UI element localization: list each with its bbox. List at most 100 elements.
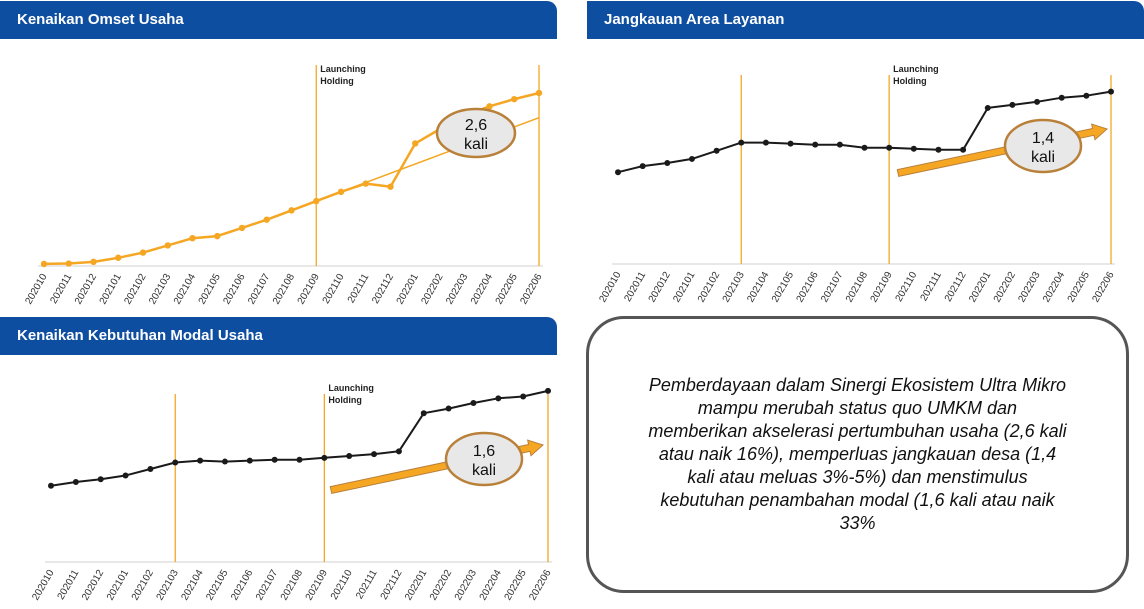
x-tick-label: 202205 [1066,270,1092,305]
x-tick-label: 202109 [304,568,330,603]
data-point [72,479,79,486]
x-tick-label: 202103 [147,272,173,307]
x-tick-label: 202012 [647,270,673,305]
x-tick-label: 202106 [221,272,247,307]
data-point [115,254,122,261]
data-point [197,457,204,464]
x-tick-label: 202111 [354,568,380,601]
x-tick-label: 202103 [721,270,747,305]
x-tick-label: 202202 [992,270,1018,305]
data-point [910,145,917,152]
callout-value: 1,6 [473,443,495,460]
summary-text: Pemberdayaan dalam Sinergi Ekosistem Ult… [648,375,1067,533]
x-tick-label: 202102 [130,568,156,603]
x-tick-label: 202105 [197,272,223,307]
x-tick-label: 202201 [395,272,421,307]
x-tick-label: 202108 [279,568,305,603]
x-tick-label: 202102 [122,272,148,307]
chart-area: 2020102020112020122021012021022021032021… [597,64,1116,305]
data-point [545,387,551,394]
x-tick-label: 202201 [967,270,993,305]
data-point [1108,88,1114,95]
data-point [1034,98,1041,105]
x-tick-label: 202105 [770,270,796,305]
x-tick-label: 202107 [246,272,272,307]
callout-unit: kali [472,462,496,479]
launch-label-line1: Launching [328,383,374,393]
data-point [935,146,942,153]
data-point [664,160,671,167]
x-tick-label: 202107 [819,270,845,305]
data-point [40,260,48,268]
x-tick-label: 202205 [494,272,520,307]
data-point [321,454,328,461]
data-point [1058,94,1065,101]
x-tick-label: 202205 [503,568,529,603]
data-point [221,458,228,465]
x-tick-label: 202112 [379,568,405,602]
data-point [189,234,196,242]
data-point [738,139,745,146]
data-point [362,180,369,187]
data-point [812,141,819,148]
callout-value: 1,4 [1032,130,1054,147]
data-point [271,456,278,463]
x-tick-label: 202012 [80,568,106,603]
data-point [520,393,527,400]
x-tick-label: 202110 [329,568,355,602]
data-point [511,95,518,103]
x-tick-label: 202108 [844,270,870,305]
data-point [445,405,452,412]
x-tick-label: 202104 [745,270,771,305]
data-point [836,141,843,148]
data-point [535,89,543,97]
x-tick-label: 202202 [428,568,454,603]
data-point [238,224,246,232]
data-point [147,466,154,472]
x-tick-label: 202105 [204,568,230,603]
x-tick-label: 202102 [696,270,722,305]
x-tick-label: 202011 [49,272,75,306]
data-point [296,456,303,463]
launch-label-line1: Launching [320,64,366,74]
data-point [164,242,171,249]
data-point [337,188,345,196]
data-point [313,197,320,205]
data-point [263,216,270,223]
launch-label-line1: Launching [893,64,939,74]
data-point [787,140,794,147]
x-tick-label: 202011 [622,270,648,304]
x-tick-label: 202204 [478,568,504,603]
data-point [122,472,129,479]
data-point [420,410,427,417]
data-point [395,448,402,455]
multiplier-callout [444,431,524,487]
x-tick-label: 202203 [453,568,479,603]
data-point [214,232,221,240]
x-tick-label: 202203 [444,272,470,307]
data-point [48,482,54,489]
x-tick-label: 202202 [419,272,445,307]
callout-unit: kali [1031,149,1055,166]
data-point [713,147,720,154]
x-tick-label: 202010 [30,568,56,603]
x-tick-label: 202101 [105,568,131,603]
data-point [470,399,477,406]
x-tick-label: 202204 [469,272,495,307]
x-tick-label: 202010 [23,272,49,307]
data-point [346,452,353,459]
data-point [762,139,769,146]
x-tick-label: 202104 [172,272,198,307]
x-tick-label: 202110 [894,270,920,304]
x-tick-label: 202204 [1041,270,1067,305]
data-point [139,249,147,256]
x-tick-label: 202011 [56,568,82,602]
x-tick-label: 202106 [229,568,255,603]
launch-label-line2: Holding [328,395,362,405]
data-point [1009,101,1016,108]
x-tick-label: 202101 [98,272,124,307]
x-tick-label: 202012 [73,272,99,307]
data-point [960,146,967,153]
x-tick-label: 202104 [179,568,205,603]
x-tick-label: 202112 [370,272,396,306]
